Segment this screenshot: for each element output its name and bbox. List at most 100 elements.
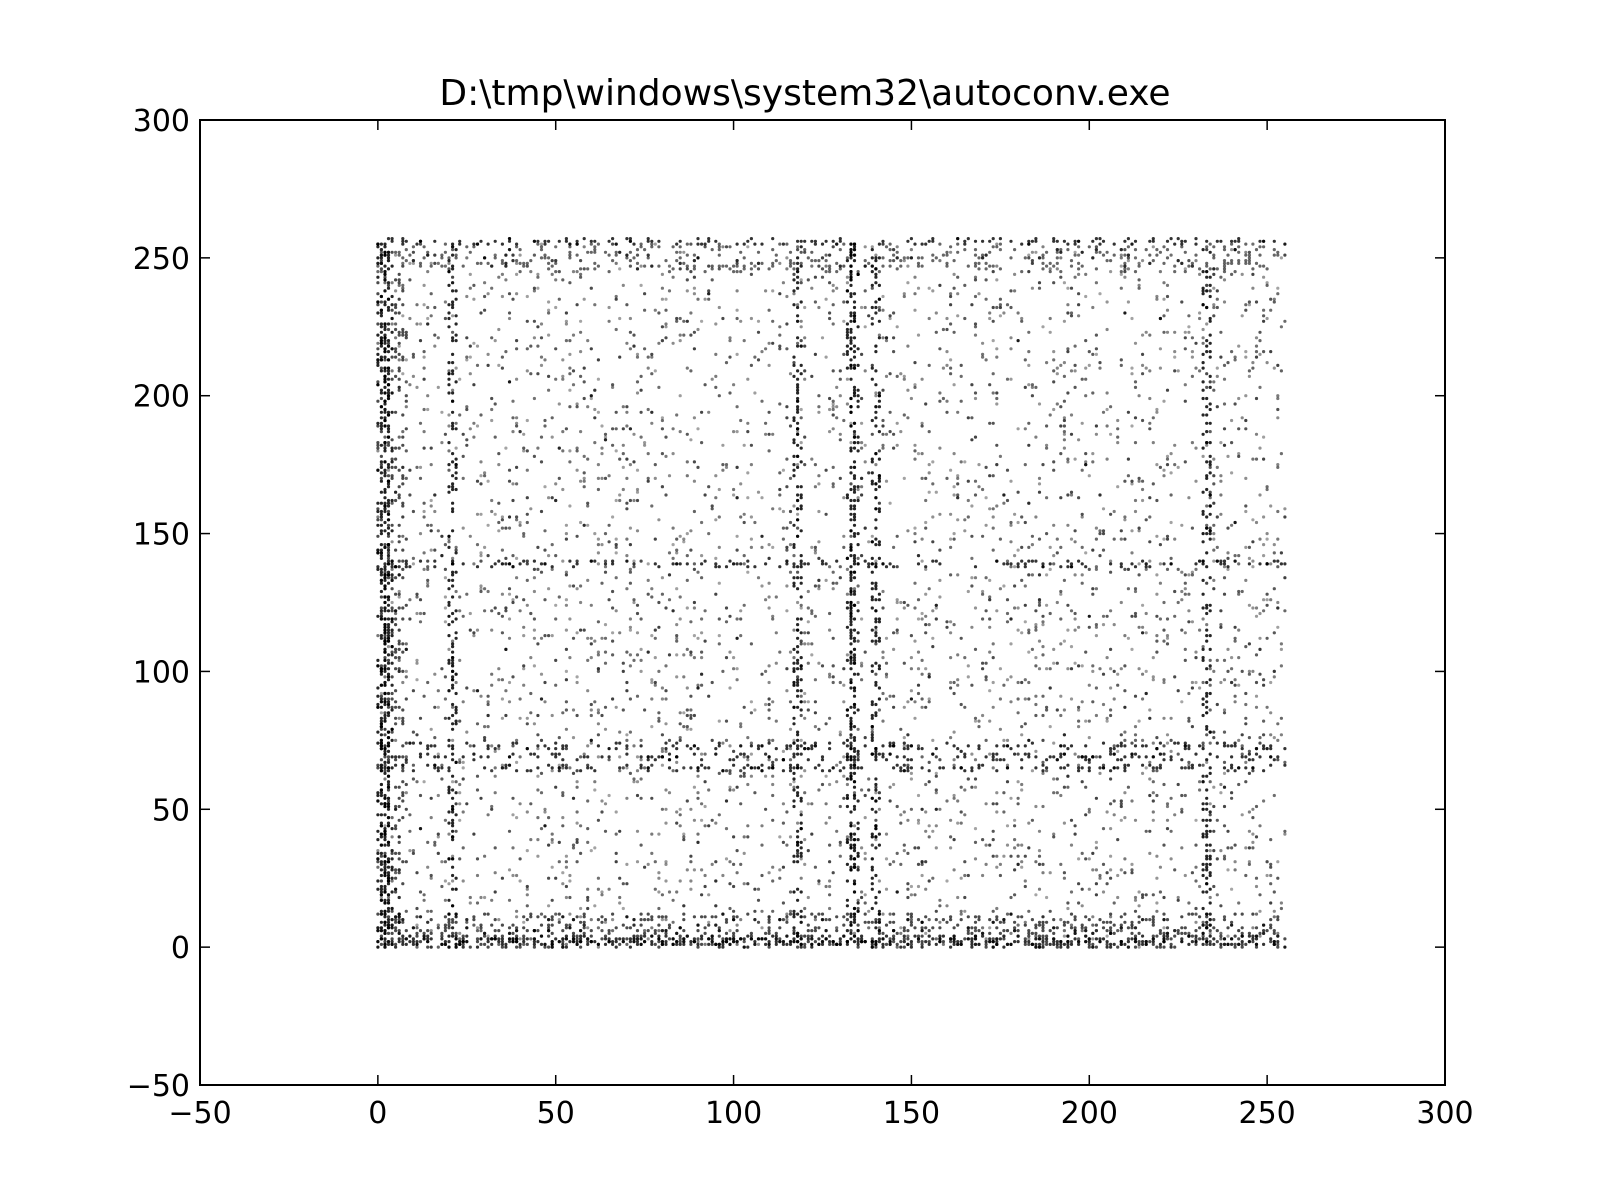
data-point xyxy=(490,804,494,809)
data-point xyxy=(451,758,455,762)
data-point xyxy=(991,680,995,685)
data-point xyxy=(1262,678,1266,682)
data-point xyxy=(828,565,832,569)
data-point xyxy=(1254,653,1259,657)
data-point xyxy=(689,807,693,811)
data-point xyxy=(1151,441,1155,445)
data-point xyxy=(1265,873,1269,878)
data-point xyxy=(991,526,995,530)
data-point xyxy=(443,818,447,822)
data-point xyxy=(945,327,949,332)
data-point xyxy=(1020,680,1024,685)
data-point xyxy=(831,289,835,293)
data-point xyxy=(916,650,921,654)
data-point xyxy=(1272,736,1276,740)
data-point xyxy=(824,774,828,778)
data-point xyxy=(831,485,835,489)
data-point xyxy=(472,634,476,638)
data-point xyxy=(1098,532,1102,536)
data-point xyxy=(870,432,874,436)
data-point xyxy=(1123,518,1127,522)
data-point xyxy=(451,474,455,478)
data-point xyxy=(458,791,462,795)
data-point xyxy=(461,810,465,814)
data-point xyxy=(379,898,383,902)
data-point xyxy=(760,496,764,500)
data-point xyxy=(1258,446,1262,450)
data-point xyxy=(1230,680,1234,685)
data-point xyxy=(1258,352,1262,356)
data-point xyxy=(756,358,761,362)
data-point xyxy=(1155,909,1159,913)
data-point xyxy=(764,598,768,602)
data-point xyxy=(1069,609,1074,613)
data-point xyxy=(575,449,579,453)
data-point xyxy=(1030,383,1034,387)
data-point xyxy=(1219,937,1223,941)
data-point xyxy=(870,843,874,847)
data-point xyxy=(397,857,401,861)
data-point xyxy=(902,661,906,665)
data-point xyxy=(1201,532,1205,536)
data-point xyxy=(386,631,391,635)
data-point xyxy=(1283,507,1287,511)
data-point xyxy=(1030,818,1034,822)
data-point xyxy=(529,937,533,941)
data-point xyxy=(1201,327,1205,332)
data-point xyxy=(582,628,586,632)
data-point xyxy=(522,942,526,947)
data-point xyxy=(1251,540,1255,544)
data-point xyxy=(607,598,611,602)
data-point xyxy=(927,697,931,701)
data-point xyxy=(895,565,899,569)
data-point xyxy=(1155,901,1159,905)
data-point xyxy=(1237,344,1241,348)
data-point xyxy=(714,821,718,825)
data-point xyxy=(860,441,864,445)
data-point xyxy=(650,355,654,359)
data-point xyxy=(877,926,882,930)
data-point xyxy=(902,606,906,610)
data-point xyxy=(1265,705,1269,709)
data-point xyxy=(945,799,949,803)
data-point xyxy=(1283,576,1287,580)
data-point xyxy=(497,520,501,525)
data-point xyxy=(1048,330,1052,334)
data-point xyxy=(628,347,633,351)
data-point xyxy=(1112,813,1116,817)
data-point xyxy=(1020,865,1024,869)
data-point xyxy=(386,394,391,398)
data-point xyxy=(579,330,583,334)
data-point xyxy=(749,545,754,550)
data-point xyxy=(1254,344,1259,348)
data-point xyxy=(386,675,391,679)
data-point xyxy=(813,545,818,550)
data-point xyxy=(909,697,914,701)
data-point xyxy=(575,785,579,789)
data-point xyxy=(1052,281,1056,285)
data-point xyxy=(1091,700,1095,704)
data-point xyxy=(799,799,803,803)
data-point xyxy=(1133,614,1138,618)
data-point xyxy=(379,314,383,318)
data-point xyxy=(379,802,383,806)
data-point xyxy=(1183,460,1187,464)
data-point xyxy=(785,689,789,693)
data-point xyxy=(386,807,391,811)
data-point xyxy=(628,330,633,334)
data-point xyxy=(401,286,405,290)
data-point xyxy=(1180,628,1184,632)
data-point xyxy=(660,452,665,456)
data-point xyxy=(1222,857,1227,861)
data-point xyxy=(1279,369,1283,373)
data-point xyxy=(483,854,487,858)
data-point xyxy=(707,893,711,897)
data-point xyxy=(628,625,633,629)
data-point xyxy=(386,702,391,707)
data-point xyxy=(404,405,408,409)
data-point xyxy=(443,576,447,580)
data-point xyxy=(692,509,697,514)
data-point xyxy=(1002,311,1006,315)
data-point xyxy=(451,421,455,425)
data-point xyxy=(472,297,476,301)
